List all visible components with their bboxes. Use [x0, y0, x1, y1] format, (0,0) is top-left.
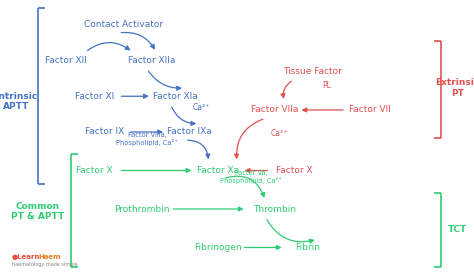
Text: Factor IXa: Factor IXa [167, 128, 212, 136]
Text: Extrinsic
PT: Extrinsic PT [435, 78, 474, 98]
Text: Ca²⁺: Ca²⁺ [193, 103, 210, 112]
Text: Factor X: Factor X [76, 166, 113, 175]
Text: Factor XIIa: Factor XIIa [128, 56, 175, 65]
Text: Common
PT & APTT: Common PT & APTT [11, 202, 64, 221]
Text: Factor XII: Factor XII [46, 56, 87, 65]
Text: Factor VIIIa,
Phospholipid, Ca²⁺: Factor VIIIa, Phospholipid, Ca²⁺ [116, 132, 178, 146]
Text: Factor VIIa: Factor VIIa [251, 106, 299, 114]
Text: Intrinsic
APTT: Intrinsic APTT [0, 92, 37, 111]
Text: Factor X: Factor X [275, 166, 312, 175]
Text: Factor IX: Factor IX [85, 128, 124, 136]
Text: Factor Va,
Phospholipid, Ca²⁺: Factor Va, Phospholipid, Ca²⁺ [220, 170, 282, 185]
Text: Factor XI: Factor XI [75, 92, 114, 101]
Text: haematology made simple: haematology made simple [12, 262, 77, 267]
Text: Haem: Haem [39, 254, 61, 260]
Text: Factor VII: Factor VII [349, 106, 391, 114]
Text: Factor XIa: Factor XIa [153, 92, 198, 101]
Text: PL: PL [323, 81, 331, 90]
Text: Thrombin: Thrombin [254, 205, 296, 213]
Text: Ca²⁺: Ca²⁺ [271, 129, 288, 138]
Text: Tissue Factor: Tissue Factor [283, 67, 342, 76]
Text: Contact Activator: Contact Activator [84, 20, 163, 29]
Text: TCT: TCT [448, 225, 467, 234]
Text: Fibrinogen: Fibrinogen [194, 243, 242, 252]
Text: Prothrombin: Prothrombin [114, 205, 170, 213]
Text: Fibrin: Fibrin [296, 243, 320, 252]
Text: ●Learn: ●Learn [12, 254, 40, 260]
Text: Factor Xa: Factor Xa [197, 166, 239, 175]
